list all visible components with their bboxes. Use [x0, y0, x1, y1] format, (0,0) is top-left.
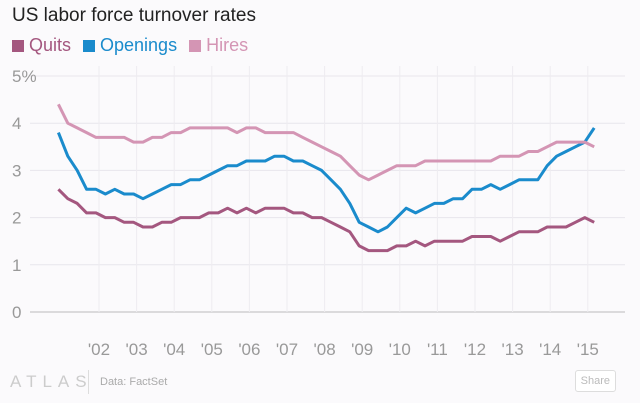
data-source: Data: FactSet: [100, 376, 168, 388]
footer: ATLAS Data: FactSet Share: [0, 365, 640, 403]
y-tick-label: 3: [12, 161, 21, 180]
x-tick-label: '13: [502, 340, 524, 359]
series-line-hires: [57, 103, 595, 182]
y-tick-label: 1: [12, 256, 21, 275]
x-tick-label: '05: [201, 340, 223, 359]
legend-swatch-hires: [189, 39, 202, 52]
y-tick-label: 0: [12, 303, 21, 322]
legend-label-quits: Quits: [29, 35, 72, 55]
plot-area: 0 1 2 3 4 5% '02 '03 '04 '05 '06 '07 '08 '09 '10 '11 '12…: [12, 66, 625, 359]
x-tick-label: '14: [539, 340, 561, 359]
x-tick-label: '09: [351, 340, 373, 359]
atlas-logo: ATLAS: [10, 372, 93, 391]
legend-swatch-quits: [12, 39, 24, 52]
y-tick-label: 4: [12, 114, 21, 133]
x-tick-label: '10: [389, 340, 411, 359]
y-tick-label: 2: [12, 209, 21, 228]
legend-item-quits: Quits: [12, 35, 71, 56]
x-tick-label: '15: [577, 340, 599, 359]
legend: Quits Openings Hires: [12, 35, 248, 56]
share-button[interactable]: Share: [574, 370, 616, 392]
x-tick-label: '04: [163, 340, 185, 359]
x-tick-label: '11: [427, 340, 448, 359]
x-tick-label: '12: [464, 340, 486, 359]
legend-item-hires: Hires: [189, 35, 248, 56]
legend-swatch-openings: [83, 39, 96, 52]
y-tick-label: 5%: [12, 67, 37, 86]
series-line-openings: [57, 127, 596, 234]
footer-divider: [88, 370, 89, 394]
x-tick-label: '08: [314, 340, 336, 359]
legend-label-openings: Openings: [100, 35, 178, 55]
chart-title: US labor force turnover rates: [12, 5, 256, 26]
x-tick-label: '06: [238, 340, 260, 359]
legend-item-openings: Openings: [83, 35, 177, 56]
x-tick-label: '02: [88, 340, 110, 359]
x-tick-label: '03: [126, 340, 148, 359]
x-tick-label: '07: [276, 340, 298, 359]
legend-label-hires: Hires: [206, 35, 249, 55]
series-line-quits: [57, 188, 595, 253]
